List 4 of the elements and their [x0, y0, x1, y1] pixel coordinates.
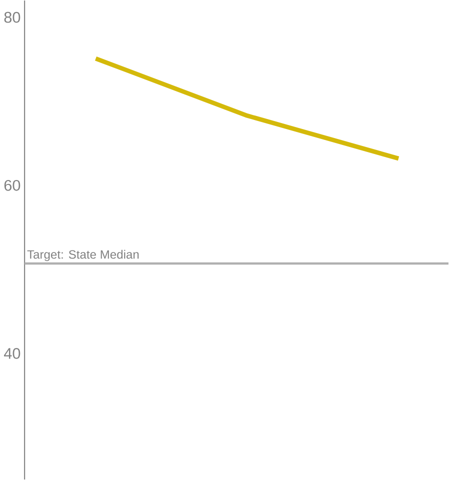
ref-line-label: Target: State Median — [27, 250, 139, 262]
y-tick-label: 60 — [4, 180, 20, 191]
y-tick-label: 40 — [4, 348, 20, 359]
y-tick-label: 80 — [4, 12, 20, 23]
